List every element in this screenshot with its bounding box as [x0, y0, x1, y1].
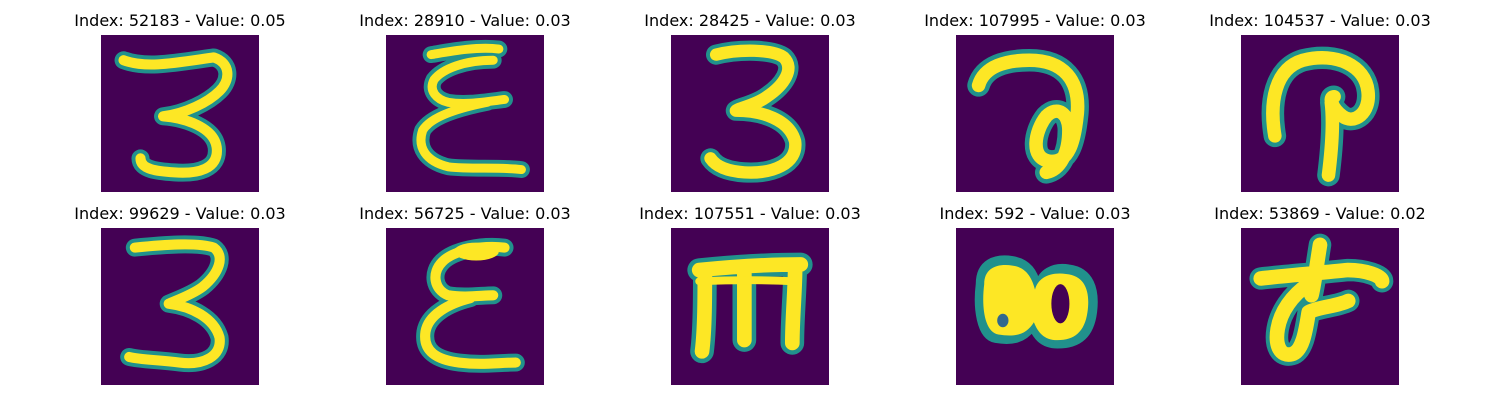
panel-3: Index: 28425 - Value: 0.03: [615, 12, 885, 192]
panel-title: Index: 56725 - Value: 0.03: [359, 204, 571, 223]
looped-a-glyph-icon: [956, 35, 1114, 192]
panel-title: Index: 52183 - Value: 0.05: [74, 11, 286, 30]
epsilon-glyph-icon: [386, 228, 544, 385]
panel-title: Index: 592 - Value: 0.03: [939, 204, 1131, 223]
panel-10: Index: 53869 - Value: 0.02: [1185, 205, 1455, 385]
digit-three-icon: [101, 228, 259, 385]
panel-5: Index: 104537 - Value: 0.03: [1185, 12, 1455, 192]
panel-6: Index: 99629 - Value: 0.03: [45, 205, 315, 385]
panel-title: Index: 28910 - Value: 0.03: [359, 11, 571, 30]
panel-8: Index: 107551 - Value: 0.03: [615, 205, 885, 385]
panel-title: Index: 28425 - Value: 0.03: [644, 11, 856, 30]
panel-title: Index: 53869 - Value: 0.02: [1214, 204, 1426, 223]
hook-glyph-icon: [1241, 35, 1399, 192]
m-glyph-icon: [671, 228, 829, 385]
panel-title: Index: 99629 - Value: 0.03: [74, 204, 286, 223]
cross-glyph-icon: [1241, 228, 1399, 385]
digit-three-icon: [101, 35, 259, 192]
panel-7: Index: 56725 - Value: 0.03: [330, 205, 600, 385]
panel-1: Index: 52183 - Value: 0.05: [45, 12, 315, 192]
panel-title: Index: 104537 - Value: 0.03: [1209, 11, 1431, 30]
panel-title: Index: 107551 - Value: 0.03: [639, 204, 861, 223]
panel-2: Index: 28910 - Value: 0.03: [330, 12, 600, 192]
panel-9: Index: 592 - Value: 0.03: [900, 205, 1170, 385]
panel-title: Index: 107995 - Value: 0.03: [924, 11, 1146, 30]
panel-4: Index: 107995 - Value: 0.03: [900, 12, 1170, 192]
double-blob-glyph-icon: [956, 228, 1114, 385]
epsilon-glyph-icon: [386, 35, 544, 192]
digit-three-icon: [671, 35, 829, 192]
